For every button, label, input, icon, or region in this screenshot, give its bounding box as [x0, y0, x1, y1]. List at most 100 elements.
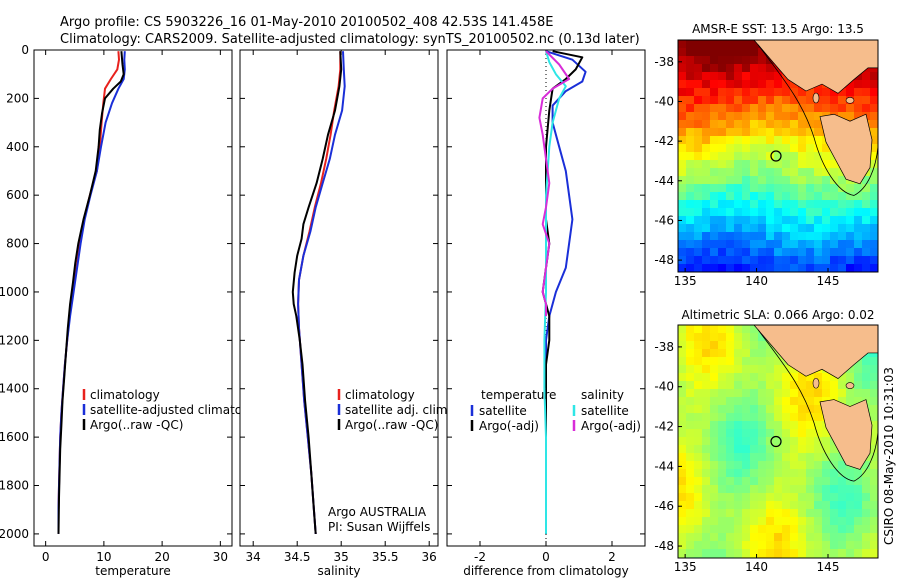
map-cell [806, 144, 815, 153]
map-cell [726, 240, 735, 249]
map-cell [798, 208, 807, 217]
map-cell [774, 453, 783, 462]
map-cell [830, 192, 839, 201]
map-cell [806, 184, 815, 193]
map-cell [798, 216, 807, 225]
map-cell [790, 232, 799, 241]
map-cell [694, 176, 703, 185]
map-cell [718, 333, 727, 342]
map-cell [798, 120, 807, 129]
x-tick-label: 2 [608, 550, 616, 564]
legend-heading: salinity [581, 388, 624, 402]
map-cell [718, 541, 727, 550]
map-cell [678, 248, 687, 257]
map-cell [870, 421, 878, 430]
map-cell [846, 365, 855, 374]
map-cell [846, 509, 855, 518]
map-cell [694, 365, 703, 374]
map-cell [694, 264, 703, 272]
map-cell [678, 389, 687, 398]
map-cell [766, 96, 775, 105]
map-cell [806, 493, 815, 502]
map-cell [838, 208, 847, 217]
map-cell [766, 80, 775, 89]
map-cell [678, 469, 687, 478]
map-cell [678, 216, 687, 225]
map-cell [694, 429, 703, 438]
map-cell [870, 429, 878, 438]
map-x-tick-label: 135 [674, 274, 697, 288]
map-cell [870, 96, 878, 105]
map-cell [798, 397, 807, 406]
map-cell [766, 477, 775, 486]
map-cell [734, 216, 743, 225]
map-cell [750, 176, 759, 185]
map-cell [710, 429, 719, 438]
map-cell [742, 200, 751, 209]
map-cell [734, 56, 743, 65]
map-cell [710, 397, 719, 406]
map-cell [710, 461, 719, 470]
map-cell [710, 40, 719, 49]
map-cell [742, 517, 751, 526]
plot-frame [239, 49, 439, 547]
map-cell [710, 341, 719, 350]
map-cell [710, 208, 719, 217]
map-cell [726, 128, 735, 137]
map-cell [758, 248, 767, 257]
map-x-tick-label: 145 [817, 560, 840, 574]
map-cell [822, 389, 831, 398]
map-cell [806, 509, 815, 518]
profile-panel-1: 0 10 20 30 0 200 400 600 800 1000 1200 1400 1600 1800… [0, 43, 260, 578]
map-cell [734, 461, 743, 470]
map-cell [790, 168, 799, 177]
map-cell [790, 208, 799, 217]
map-cell [790, 381, 799, 390]
map-cell [822, 549, 831, 558]
map-cell [758, 413, 767, 422]
map-cell [742, 509, 751, 518]
map-cell [798, 389, 807, 398]
map-cell [798, 437, 807, 446]
map-cell [870, 373, 878, 382]
map-cell [726, 208, 735, 217]
map-cell [830, 248, 839, 257]
map-cell [726, 333, 735, 342]
map-cell [822, 208, 831, 217]
map-cell [854, 200, 863, 209]
y-tick-label: 0 [21, 43, 29, 57]
map-cell [750, 96, 759, 105]
map-cell [686, 176, 695, 185]
map-cell [694, 56, 703, 65]
map-cell [814, 264, 823, 272]
map-cell [830, 200, 839, 209]
map-cell [758, 224, 767, 233]
map-cell [758, 176, 767, 185]
map-cell [678, 333, 687, 342]
map-cell [782, 80, 791, 89]
map-cell [806, 445, 815, 454]
map-cell [758, 152, 767, 161]
map-cell [694, 421, 703, 430]
map-cell [710, 256, 719, 265]
map-cell [870, 413, 878, 422]
map-cell [702, 341, 711, 350]
map-cell [790, 413, 799, 422]
map-cell [782, 365, 791, 374]
map-cell [758, 200, 767, 209]
map-cell [726, 381, 735, 390]
map-cell [774, 200, 783, 209]
map-cell [790, 144, 799, 153]
map-cell [678, 104, 687, 113]
map-cell [694, 485, 703, 494]
map-cell [750, 389, 759, 398]
map-cell [694, 525, 703, 534]
map-cell [734, 413, 743, 422]
map-cell [742, 469, 751, 478]
map-cell [862, 541, 871, 550]
map-cell [766, 208, 775, 217]
map-cell [734, 525, 743, 534]
map-cell [766, 341, 775, 350]
map-cell [806, 232, 815, 241]
map-cell [710, 96, 719, 105]
